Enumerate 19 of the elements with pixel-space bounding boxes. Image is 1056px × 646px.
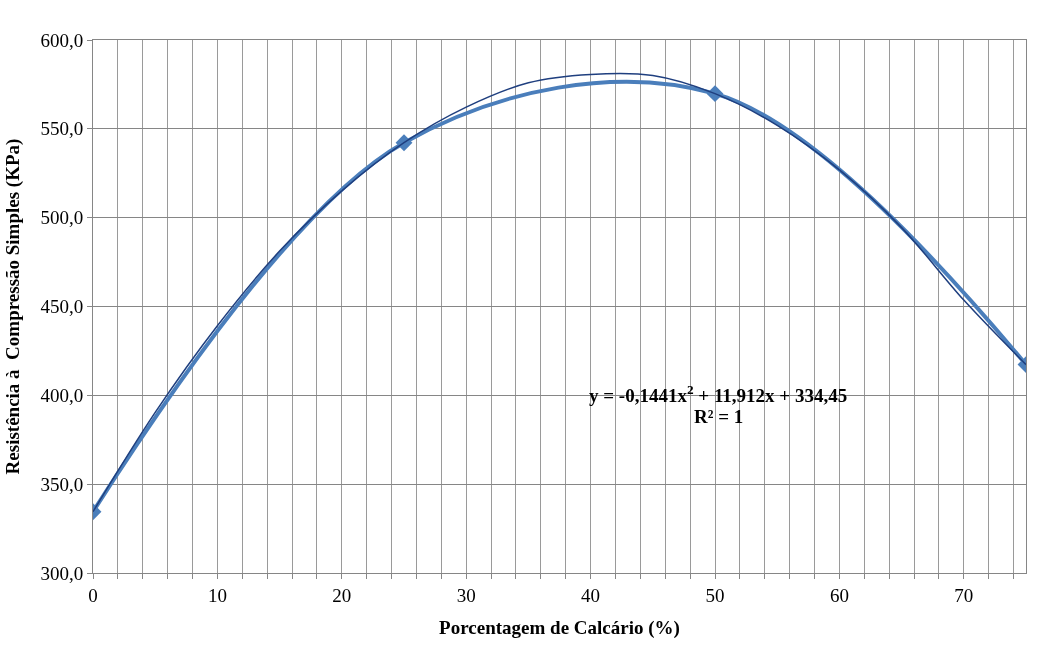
y-tick-label: 550,0 [40, 118, 84, 140]
y-tick-label: 500,0 [40, 207, 84, 229]
x-tick-label: 40 [581, 584, 601, 606]
annotation: R² = 1 [694, 406, 744, 427]
y-axis-title: Resistência à Compressão Simples (KPa) [2, 138, 25, 475]
x-tick-label: 70 [954, 584, 974, 606]
y-tick-label: 600,0 [40, 29, 84, 51]
x-tick-label: 50 [705, 584, 725, 606]
x-tick-label: 30 [456, 584, 476, 606]
y-tick-label: 450,0 [40, 296, 84, 318]
x-tick-label: 60 [829, 584, 849, 606]
x-axis-title: Porcentagem de Calcário (%) [439, 616, 680, 639]
annotation: y = -0,1441x$^{2}$ + 11,912x + 334,45 [589, 382, 848, 406]
y-tick-label: 300,0 [40, 562, 84, 584]
y-tick-label: 400,0 [40, 384, 84, 406]
x-tick-label: 0 [88, 584, 98, 606]
y-tick-label: 350,0 [40, 473, 84, 495]
x-tick-label: 10 [207, 584, 227, 606]
x-tick-label: 20 [332, 584, 352, 606]
